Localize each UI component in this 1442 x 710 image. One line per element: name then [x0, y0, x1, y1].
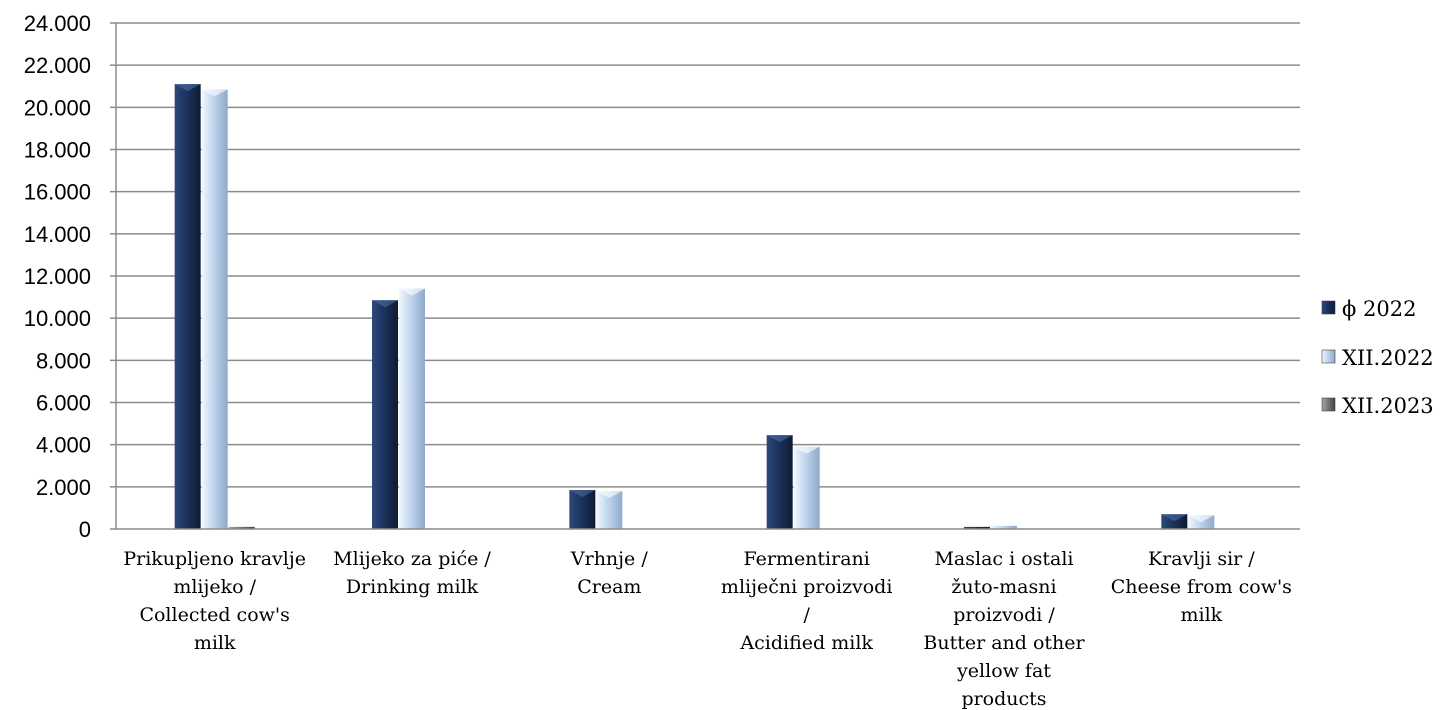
y-tick-label: 4.000 [36, 433, 91, 458]
bar-bevel [201, 89, 228, 97]
x-tick-label: Mlijeko za piće / Drinking milk [333, 548, 491, 598]
bar-bevel [399, 288, 425, 296]
x-tick-label: Prikupljeno kravlje mlijeko / Collected co… [123, 548, 306, 654]
bar-bevel [793, 446, 820, 454]
bar-bevel [174, 84, 201, 92]
bar [964, 526, 990, 529]
legend-swatch [1321, 300, 1336, 315]
gridlines [110, 22, 1300, 530]
bar [228, 526, 255, 529]
bar-bevel [569, 489, 596, 497]
x-tick-label: Maslac i ostali žuto-masni proizvodi / Butt… [923, 548, 1085, 710]
y-tick-label: 8.000 [36, 348, 91, 373]
x-tick-label: Fermentirani mliječni proizvodi / Acidified… [721, 548, 892, 654]
x-tick-label: Vrhnje / Cream [570, 548, 648, 598]
legend-label: XII.2022 [1342, 346, 1434, 370]
x-tick-label: Kravlji sir / Cheese from cow's milk [1111, 548, 1292, 626]
bar-bevel [1188, 515, 1215, 523]
legend: ϕ 2022 XII.2022 XII.2023 [1321, 297, 1434, 418]
y-tick-label: 0 [79, 517, 91, 542]
x-axis-tick-labels: Prikupljeno kravlje mlijeko / Collected co… [123, 548, 1292, 710]
bar [174, 84, 201, 530]
y-axis-tick-labels: 0 2.000 4.000 6.000 8.000 10.000 12.000 14.000 1… [24, 11, 91, 542]
legend-swatch [1321, 349, 1336, 364]
y-tick-label: 10.000 [24, 306, 91, 331]
bar [991, 525, 1017, 529]
bar [372, 300, 398, 529]
bar [1161, 514, 1188, 529]
y-tick-label: 12.000 [24, 264, 91, 289]
y-tick-label: 2.000 [36, 475, 91, 500]
y-tick-label: 22.000 [24, 53, 91, 78]
y-tick-label: 6.000 [36, 391, 91, 416]
bar [766, 435, 793, 529]
y-tick-label: 18.000 [24, 138, 91, 163]
bar-bevel [372, 300, 398, 308]
legend-label: XII.2023 [1342, 394, 1434, 418]
y-tick-label: 14.000 [24, 222, 91, 247]
y-tick-label: 16.000 [24, 180, 91, 205]
y-tick-label: 24.000 [24, 11, 91, 36]
axes [115, 23, 1300, 530]
legend-label: ϕ 2022 [1342, 297, 1416, 321]
legend-swatch [1321, 397, 1336, 412]
bar-bevel [766, 435, 793, 443]
bar-bevel [596, 491, 623, 499]
bar [201, 89, 228, 529]
bars [174, 84, 1215, 530]
bar [399, 288, 425, 529]
y-tick-label: 20.000 [24, 95, 91, 120]
bar-bevel [1161, 514, 1188, 522]
bar [793, 446, 820, 529]
